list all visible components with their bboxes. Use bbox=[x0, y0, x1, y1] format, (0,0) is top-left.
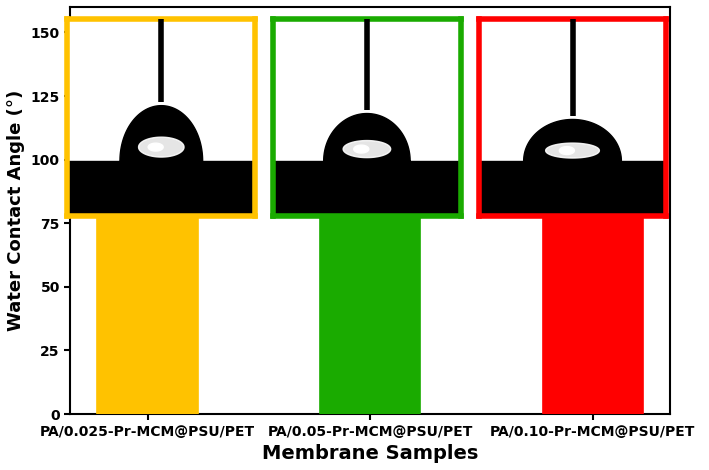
Polygon shape bbox=[120, 106, 203, 161]
X-axis label: Membrane Samples: Membrane Samples bbox=[262, 444, 479, 463]
Polygon shape bbox=[559, 147, 574, 155]
Bar bbox=[97, 175, 198, 414]
Polygon shape bbox=[524, 119, 621, 161]
Polygon shape bbox=[148, 143, 163, 151]
Bar bbox=[479, 161, 666, 216]
Bar bbox=[67, 161, 255, 216]
Polygon shape bbox=[354, 145, 369, 153]
Bar bbox=[320, 162, 420, 414]
Polygon shape bbox=[343, 141, 391, 157]
Polygon shape bbox=[324, 114, 410, 161]
Bar bbox=[543, 178, 643, 414]
Polygon shape bbox=[546, 143, 599, 158]
Y-axis label: Water Contact Angle (°): Water Contact Angle (°) bbox=[7, 90, 25, 331]
Polygon shape bbox=[138, 137, 184, 157]
Bar bbox=[273, 161, 461, 216]
